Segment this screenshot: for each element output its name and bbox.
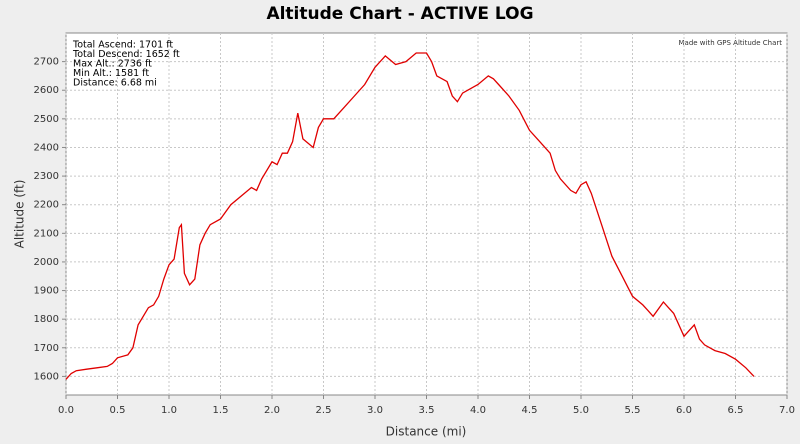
y-tick-label: 2400 [34, 142, 59, 153]
y-tick-label: 1700 [34, 343, 59, 354]
x-tick-label: 3.0 [367, 405, 383, 416]
x-tick-label: 4.0 [470, 405, 486, 416]
x-tick-label: 5.0 [573, 405, 589, 416]
x-tick-label: 4.5 [522, 405, 538, 416]
y-tick-label: 1900 [34, 286, 59, 297]
x-tick-label: 5.5 [625, 405, 641, 416]
x-tick-label: 3.5 [419, 405, 435, 416]
y-tick-label: 2000 [34, 257, 59, 268]
x-tick-label: 2.5 [316, 405, 332, 416]
y-tick-label: 2600 [34, 85, 59, 96]
x-tick-label: 0.5 [110, 405, 126, 416]
x-tick-label: 6.0 [676, 405, 692, 416]
chart-title: Altitude Chart - ACTIVE LOG [266, 4, 533, 24]
x-tick-label: 0.0 [58, 405, 74, 416]
annotation: Distance: 6.68 mi [73, 78, 157, 89]
annotation: Total Ascend: 1701 ft [72, 40, 173, 51]
y-axis-label: Altitude (ft) [13, 180, 27, 249]
annotation: Max Alt.: 2736 ft [73, 59, 152, 70]
y-tick-label: 1600 [34, 371, 59, 382]
y-tick-label: 2100 [34, 228, 59, 239]
y-tick-label: 2700 [34, 57, 59, 68]
x-tick-label: 2.0 [264, 405, 280, 416]
x-tick-label: 1.5 [213, 405, 229, 416]
credit: Made with GPS Altitude Chart [678, 39, 782, 47]
y-tick-label: 2200 [34, 200, 59, 211]
y-tick-label: 2500 [34, 114, 59, 125]
annotation: Total Descend: 1652 ft [72, 49, 180, 60]
x-tick-label: 1.0 [161, 405, 177, 416]
y-tick-label: 1800 [34, 314, 59, 325]
annotation: Min Alt.: 1581 ft [73, 68, 149, 79]
x-tick-label: 7.0 [779, 405, 795, 416]
x-tick-label: 6.5 [728, 405, 744, 416]
x-axis-label: Distance (mi) [386, 425, 467, 439]
y-tick-label: 2300 [34, 171, 59, 182]
altitude-line [65, 52, 755, 380]
